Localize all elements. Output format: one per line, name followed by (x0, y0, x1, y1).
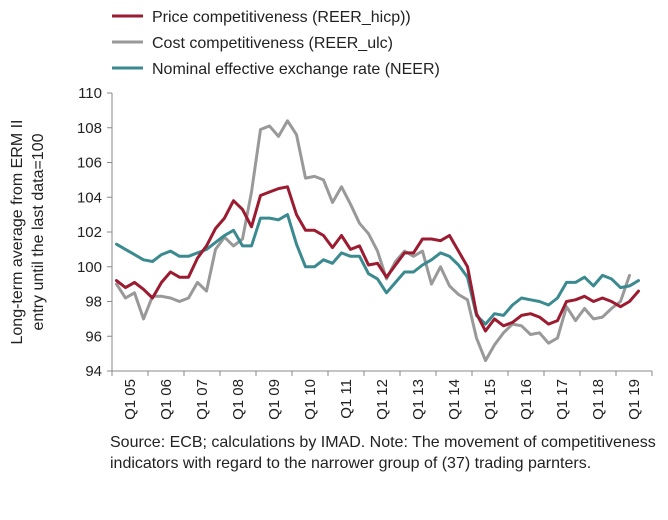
x-tick-label: Q1 15 (482, 379, 499, 420)
x-tick-label: Q1 05 (122, 379, 139, 420)
x-tick-label: Q1 19 (626, 379, 643, 420)
x-tick-label: Q1 13 (410, 379, 427, 420)
line-chart: Price competitiveness (REER_hicp)) Cost c… (9, 9, 653, 420)
x-tick-label: Q1 10 (302, 379, 319, 420)
x-tick-label: Q1 06 (158, 379, 175, 420)
y-tick-label: 104 (77, 189, 102, 206)
source-note: Source: ECB; calculations by IMAD. Note:… (110, 434, 656, 472)
y-tick-label: 102 (77, 224, 102, 241)
legend-label: Cost competitiveness (REER_ulc) (152, 35, 393, 52)
y-tick-label: 96 (85, 328, 102, 345)
x-tick-label: Q1 18 (590, 379, 607, 420)
y-axis-title-line: entry until the last data=100 (30, 133, 47, 330)
series-line (115, 185, 640, 333)
legend-label: Nominal effective exchange rate (NEER) (152, 61, 440, 78)
y-tick-label: 94 (85, 363, 102, 380)
y-tick-label: 98 (85, 294, 102, 311)
x-tick-label: Q1 08 (230, 379, 247, 420)
series-line (115, 119, 631, 363)
x-tick-label: Q1 11 (338, 379, 355, 419)
y-tick-label: 100 (77, 259, 102, 276)
chart-legend: Price competitiveness (REER_hicp)) Cost c… (112, 9, 440, 78)
series-line (115, 213, 640, 326)
x-tick-label: Q1 17 (554, 379, 571, 420)
y-tick-label: 110 (78, 85, 102, 102)
x-tick-label: Q1 14 (446, 379, 463, 420)
x-tick-label: Q1 16 (518, 379, 535, 420)
series-layer (115, 119, 640, 363)
y-tick-label: 106 (77, 155, 102, 172)
x-tick-label: Q1 09 (266, 379, 283, 420)
x-tick-label: Q1 12 (374, 379, 391, 420)
y-tick-label: 108 (77, 120, 102, 137)
y-axis-title-line: Long-term average from ERM II (9, 120, 26, 345)
y-axis-title: Long-term average from ERM II entry until… (9, 120, 47, 345)
y-axis: 94 96 98 100 102 104 106 108 110 (77, 85, 113, 380)
x-tick-label: Q1 07 (194, 379, 211, 420)
x-axis: Q1 05 Q1 06 Q1 07 Q1 08 Q1 09 Q1 10 Q1 11 Q1 12… (111, 370, 653, 420)
legend-label: Price competitiveness (REER_hicp)) (152, 9, 411, 26)
